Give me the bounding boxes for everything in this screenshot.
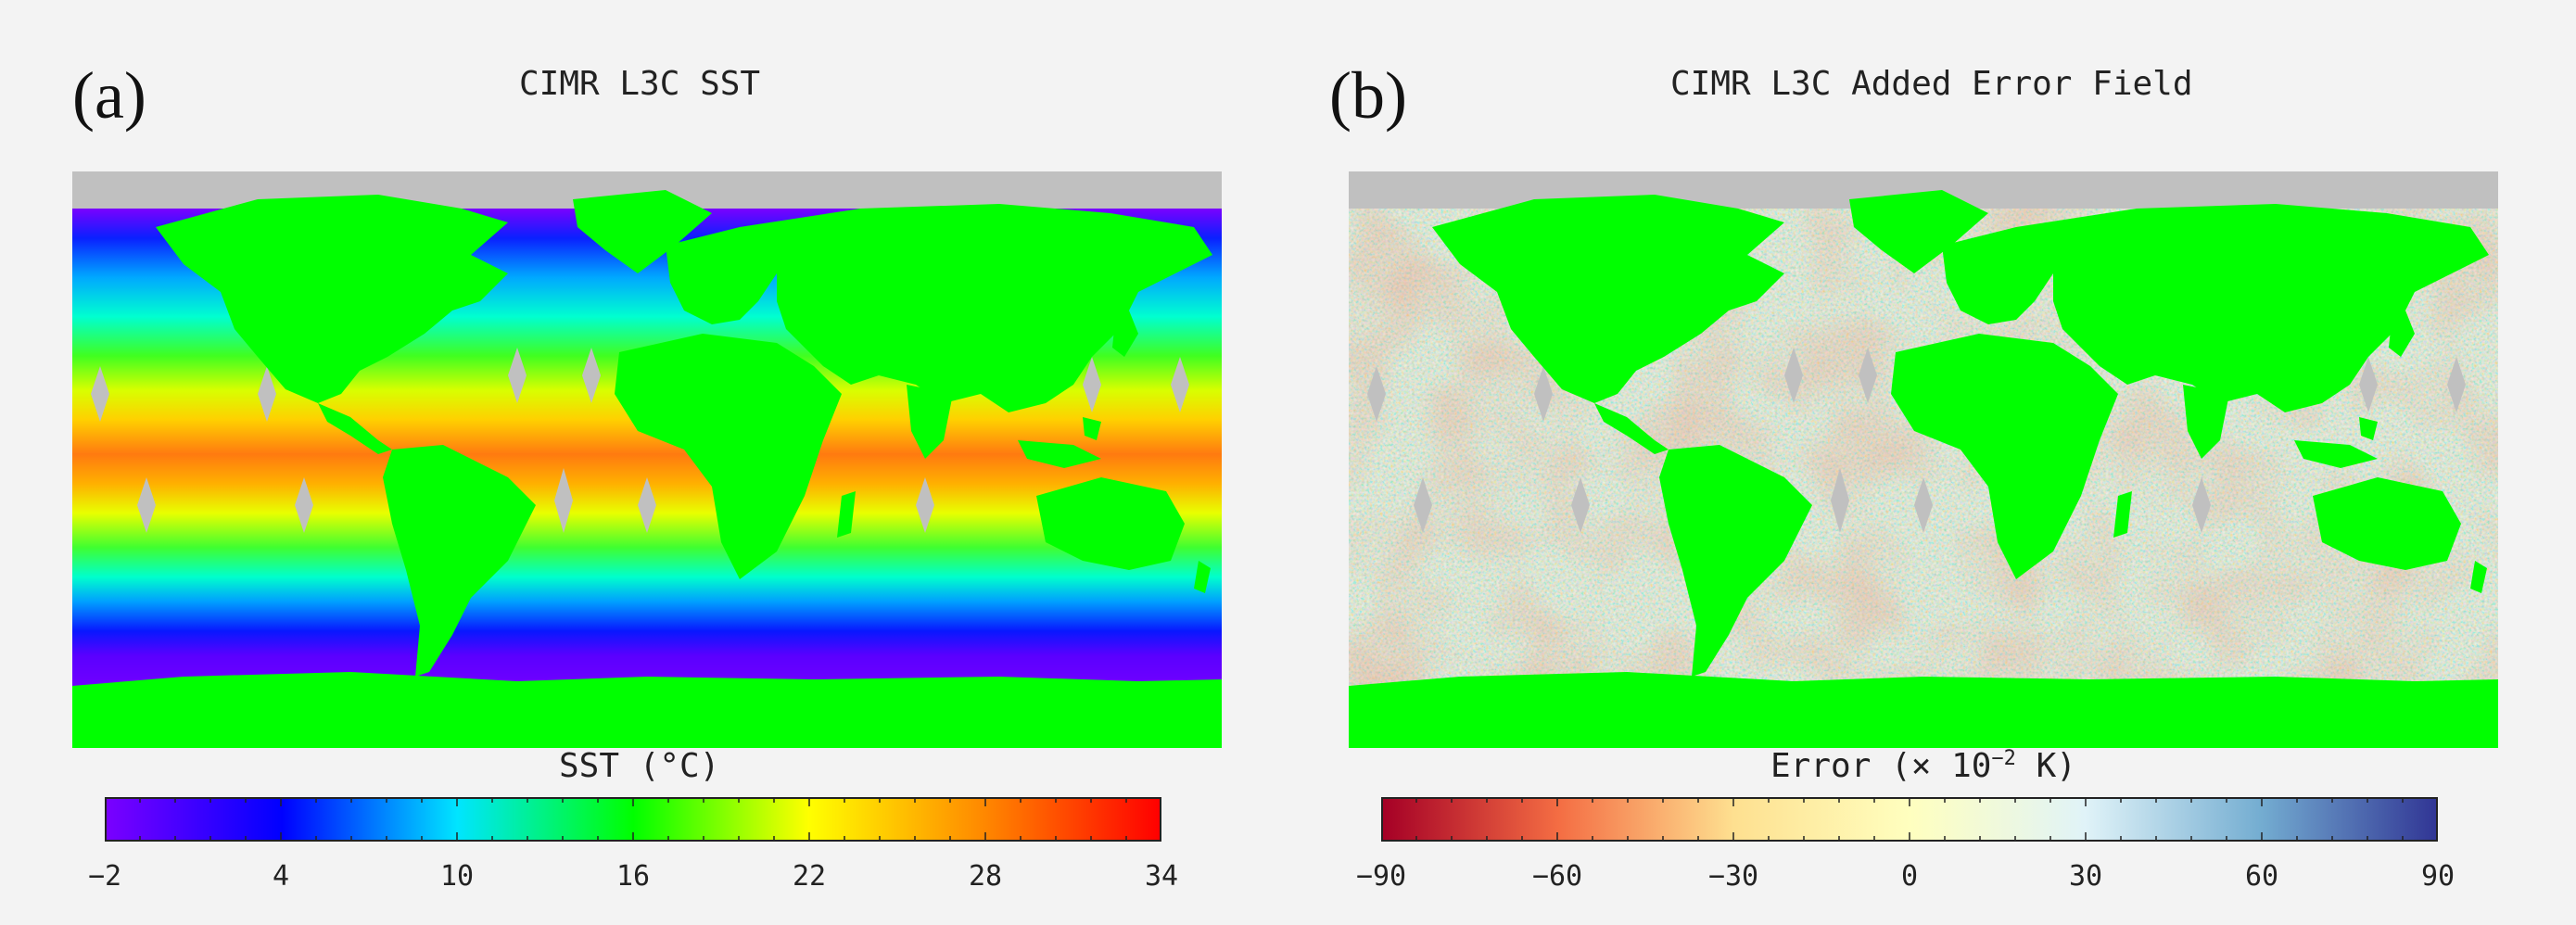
colorbar-label-exponent: −2 <box>1991 747 2016 770</box>
tick-label: 16 <box>615 860 651 893</box>
tick-label: 34 <box>1144 860 1179 893</box>
tick-label: −90 <box>1355 860 1407 893</box>
panel-sst: (a) CIMR L3C SST <box>0 0 1287 925</box>
colorbar-label-sst: SST (°C) <box>559 747 720 785</box>
tick-label: 60 <box>2244 860 2279 893</box>
panel-error: (b) CIMR L3C Added Error Field Error (× … <box>1287 0 2576 925</box>
tick-label: 28 <box>968 860 1003 893</box>
colorbar-ticks-error <box>1415 797 2404 842</box>
tick-label: −30 <box>1707 860 1759 893</box>
tick-label: 90 <box>2420 860 2455 893</box>
panel-label-b: (b) <box>1329 58 1407 133</box>
colorbar-label-error: Error (× 10−2 K) <box>1770 747 2076 785</box>
tick-label: 10 <box>439 860 475 893</box>
panel-label-a: (a) <box>72 58 146 133</box>
panel-title-b: CIMR L3C Added Error Field <box>1670 65 2193 103</box>
tick-label: −60 <box>1531 860 1583 893</box>
sst-world-map <box>72 171 1222 748</box>
tick-label: 22 <box>792 860 827 893</box>
error-world-map <box>1349 171 2498 748</box>
colorbar-tick-labels-error: −90 −60 −30 0 30 60 90 <box>1356 860 2455 897</box>
tick-label: 4 <box>272 860 290 893</box>
colorbar-label-unit: K) <box>2015 747 2076 785</box>
panel-title-a: CIMR L3C SST <box>519 65 761 103</box>
tick-label: −2 <box>87 860 122 893</box>
tick-label: 0 <box>1900 860 1919 893</box>
colorbar-label-main: Error (× 10 <box>1770 747 1992 785</box>
tick-label: 30 <box>2068 860 2103 893</box>
colorbar-tick-labels-sst: −2 4 10 16 22 28 34 <box>88 860 1178 897</box>
colorbar-ticks-sst <box>139 797 1127 842</box>
